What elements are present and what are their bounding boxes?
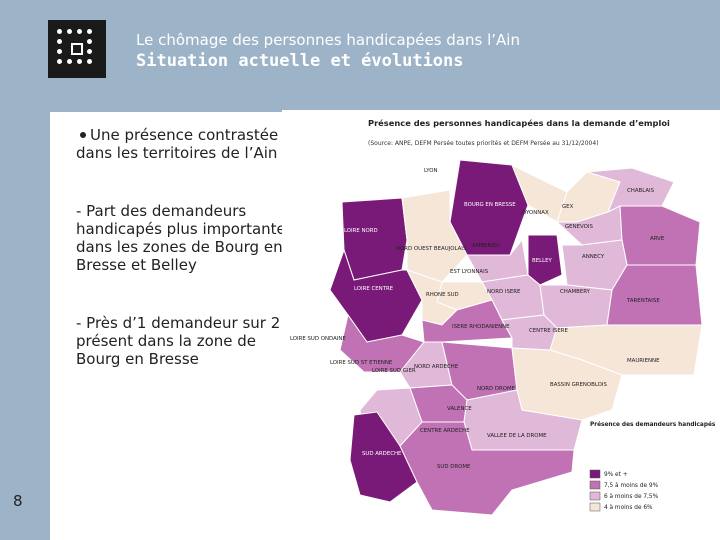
label-loire-centre: LOIRE CENTRE bbox=[354, 286, 394, 292]
map-source: (Source: ANPE, DEFM Persée toutes priori… bbox=[368, 140, 599, 147]
region-tarentaise bbox=[606, 264, 703, 326]
label-chablais: CHABLAIS bbox=[627, 188, 655, 194]
slide-subtitle: Le chômage des personnes handicapées dan… bbox=[136, 31, 520, 49]
legend-swatch bbox=[589, 491, 601, 501]
label-nord-isere: NORD ISERE bbox=[487, 289, 521, 295]
label-isere-rhodanienne: ISERE RHODANIENNE bbox=[452, 324, 510, 330]
label-arve: ARVE bbox=[650, 236, 665, 242]
label-sud-drome: SUD DROME bbox=[437, 464, 471, 470]
region-sud-drome bbox=[399, 421, 575, 516]
label-nord-ouest-beaujolais: NORD OUEST BEAUJOLAIS bbox=[396, 246, 467, 252]
label-maurienne: MAURIENNE bbox=[627, 358, 660, 364]
bullet-1: Une présence contrastée dans les territo… bbox=[76, 126, 279, 162]
label-loire-nord: LOIRE NORD bbox=[344, 228, 378, 234]
label-nord-drome: NORD DROME bbox=[477, 386, 516, 392]
legend-item-1: 9% et + bbox=[604, 472, 628, 478]
label-gex: GEX bbox=[562, 204, 574, 210]
label-annecy: ANNECY bbox=[582, 254, 605, 260]
region-amberieu bbox=[466, 238, 529, 283]
label-bassin-grenoblois: BASSIN GRENOBLOIS bbox=[550, 382, 608, 388]
region-nord-ouest-beaujolais bbox=[401, 189, 468, 283]
label-rhone-sud: RHONE SUD bbox=[426, 292, 459, 298]
left-strip bbox=[0, 112, 50, 540]
label-centre-isere: CENTRE ISERE bbox=[529, 328, 569, 334]
header: Le chômage des personnes handicapées dan… bbox=[0, 0, 720, 112]
label-valence: VALENCE bbox=[447, 406, 472, 412]
employment-map: Présence des personnes handicapées dans … bbox=[282, 110, 720, 540]
label-amberieu: AMBERIEU bbox=[472, 243, 500, 249]
bullet-3: - Près d’1 demandeur sur 2 présent dans … bbox=[76, 314, 281, 368]
legend-item-4: 4 à moins de 6% bbox=[604, 504, 653, 511]
map-title: Présence des personnes handicapées dans … bbox=[368, 118, 670, 128]
label-est-lyonnais: EST LYONNAIS bbox=[450, 269, 489, 275]
label-genevois: GENEVOIS bbox=[565, 224, 593, 230]
map-legend: Présence des demandeurs handicapés 9% et… bbox=[589, 421, 716, 512]
label-chambery: CHAMBERY bbox=[560, 289, 591, 295]
label-loire-sud-gier: LOIRE SUD GIER bbox=[372, 368, 416, 374]
legend-item-2: 7,5 à moins de 9% bbox=[604, 482, 659, 489]
label-belley: BELLEY bbox=[532, 258, 553, 264]
text-column: Une présence contrastée dans les territo… bbox=[76, 126, 291, 408]
legend-item-3: 6 à moins de 7,5% bbox=[604, 493, 659, 500]
page-number: 8 bbox=[13, 492, 23, 510]
region-loire-centre bbox=[329, 248, 423, 343]
bullet-2: - Part des demandeurs handicapés plus im… bbox=[76, 202, 286, 274]
label-vallee-drome: VALLEE DE LA DROME bbox=[487, 433, 547, 439]
legend-swatch bbox=[589, 480, 601, 490]
legend-swatch bbox=[589, 502, 601, 512]
label-bourg: BOURG EN BRESSE bbox=[464, 202, 516, 208]
label-lyon: LYON bbox=[424, 168, 438, 174]
label-nord-ardeche: NORD ARDECHE bbox=[414, 364, 459, 370]
label-loire-sud-ondaine: LOIRE SUD ONDAINE bbox=[290, 336, 346, 342]
slide-title: Situation actuelle et évolutions bbox=[136, 51, 464, 71]
logo bbox=[48, 20, 106, 78]
bullet-icon bbox=[80, 132, 86, 138]
label-tarentaise: TARENTAISE bbox=[626, 298, 660, 304]
region-loire-nord bbox=[341, 197, 408, 281]
label-loire-sud-st-etienne: LOIRE SUD ST ETIENNE bbox=[330, 360, 393, 366]
legend-title: Présence des demandeurs handicapés bbox=[590, 421, 716, 428]
legend-swatch bbox=[589, 469, 601, 479]
region-belley bbox=[527, 234, 563, 286]
label-sud-ardeche: SUD ARDECHE bbox=[362, 451, 402, 457]
region-sud-ardeche bbox=[349, 411, 418, 503]
label-centre-ardeche: CENTRE ARDECHE bbox=[420, 428, 470, 434]
label-oyonnax: OYONNAX bbox=[522, 210, 549, 216]
